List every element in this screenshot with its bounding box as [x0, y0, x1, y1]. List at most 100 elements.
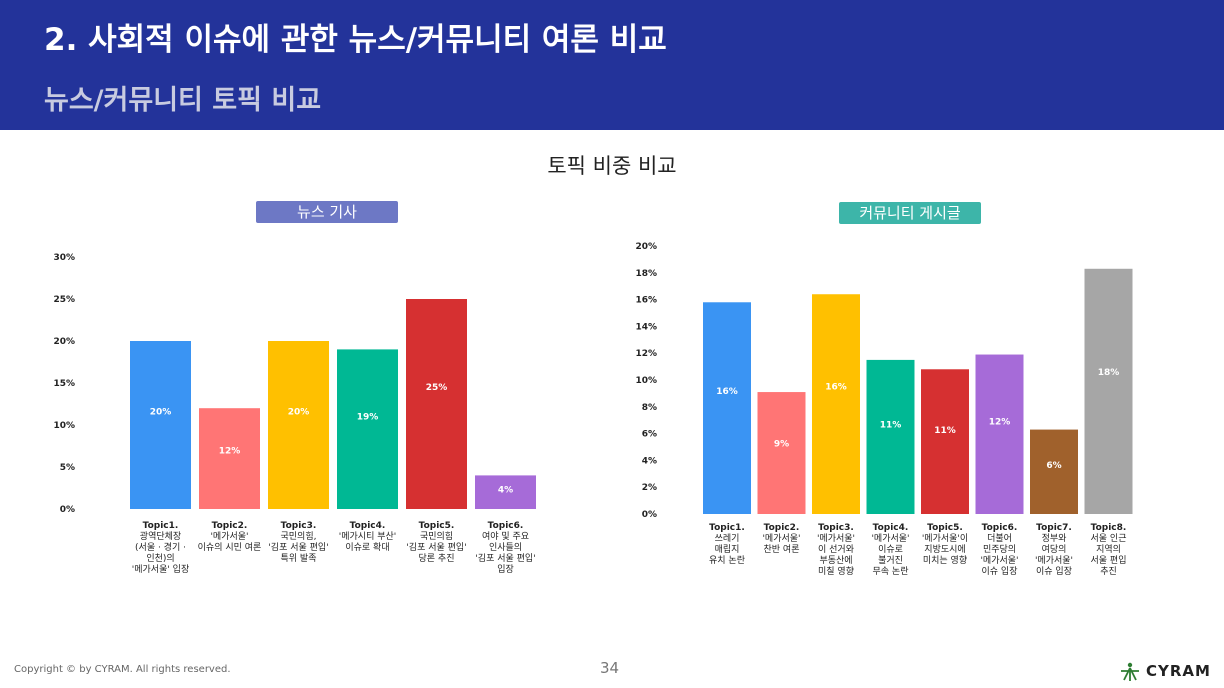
x-category-label: Topic2. '메가서울' 이슈의 시민 여론 [198, 521, 262, 553]
x-category-line: '메가서울' [871, 533, 909, 544]
bar-topic-3 [268, 341, 329, 509]
y-tick-label: 20% [635, 242, 657, 252]
news-chart-title: 뉴스 기사 [256, 201, 398, 223]
x-category-line: '메가시티 부산' [339, 531, 397, 542]
x-category-line: 여야 및 주요 [482, 530, 529, 542]
bar-value-label: 9% [774, 439, 789, 449]
bar-value-label: 11% [880, 421, 902, 431]
x-category-line: '메가서울'이 [922, 533, 968, 544]
y-tick-label: 12% [635, 349, 657, 359]
x-category-line: Topic1. [143, 521, 179, 531]
x-category-line: 이슈 입장 [982, 565, 1018, 577]
header-bar: 2. 사회적 이슈에 관한 뉴스/커뮤니티 여론 비교 뉴스/커뮤니티 토픽 비… [0, 0, 1224, 130]
bar-topic-7 [1030, 429, 1078, 514]
x-category-line: 광역단체장 [140, 530, 181, 542]
x-category-line: 이슈로 확대 [345, 541, 389, 553]
x-category-line: 서울 인근 [1091, 533, 1127, 544]
x-category-label: Topic1. 쓰레기 매립지 유치 논란 [709, 523, 745, 566]
copyright-text: Copyright © by CYRAM. All rights reserve… [14, 664, 231, 675]
x-category-line: '김포 서울 편입' [406, 541, 466, 553]
bar-value-label: 4% [498, 486, 513, 496]
x-category-line: 서울 편입 [1091, 554, 1127, 566]
x-category-line: Topic7. [1036, 523, 1072, 533]
x-category-line: Topic5. [419, 521, 455, 531]
x-category-line: Topic8. [1091, 523, 1127, 533]
bar-topic-1 [130, 341, 191, 509]
y-tick-label: 5% [60, 463, 75, 473]
bar-value-label: 25% [426, 383, 448, 393]
x-category-line: '김포 서울 편입' [475, 552, 535, 564]
x-category-line: 당론 추진 [419, 553, 455, 564]
x-category-label: Topic1. 광역단체장 (서울 · 경기 · 인천)의 '메가서울' 입장 [132, 521, 190, 575]
x-category-line: 추진 [1100, 566, 1117, 577]
x-category-line: 민주당의 [983, 544, 1016, 555]
y-tick-label: 8% [642, 403, 657, 413]
bar-value-label: 20% [150, 408, 172, 418]
x-category-line: Topic2. [212, 521, 248, 531]
x-category-line: 부동산에 [819, 555, 852, 566]
bar-topic-2 [757, 392, 806, 514]
page-title: 2. 사회적 이슈에 관한 뉴스/커뮤니티 여론 비교 [44, 22, 667, 58]
x-category-label: Topic4. '메가서울' 이슈로 불거진 무속 논란 [871, 523, 909, 577]
community-topic-chart: 0% 2% 4% 6% 8% 10% 12% 14% 16% 18% 20% 16% Topic1. 쓰레… [635, 242, 1133, 577]
bar-value-label: 12% [989, 418, 1011, 428]
x-category-line: 인사들의 [489, 542, 522, 553]
x-category-line: 쓰레기 [715, 533, 740, 544]
x-category-line: 여당의 [1042, 543, 1067, 555]
x-category-line: 국민의힘 [420, 531, 453, 542]
y-tick-label: 30% [53, 253, 75, 263]
bar-topic-4 [337, 349, 398, 509]
bar-value-label: 20% [288, 408, 310, 418]
x-category-line: 유치 논란 [709, 554, 745, 566]
cyram-logo-icon [1121, 662, 1139, 681]
bar-value-label: 12% [219, 447, 241, 457]
y-tick-label: 0% [642, 510, 657, 520]
y-tick-label: 14% [635, 322, 657, 332]
x-category-line: '메가서울' [210, 531, 248, 542]
x-category-line: Topic4. [873, 523, 909, 533]
x-category-line: 무속 논란 [873, 565, 909, 577]
x-category-line: 입장 [497, 563, 514, 575]
x-category-line: 지방도시에 [924, 544, 965, 555]
x-category-line: 더불어 [987, 533, 1012, 544]
y-tick-label: 4% [642, 456, 657, 466]
x-category-label: Topic3. 국민의힘, '김포 서울 편입' 특위 발족 [268, 521, 328, 564]
bar-topic-6 [475, 475, 536, 509]
y-tick-label: 16% [635, 296, 657, 306]
bar-value-label: 11% [934, 426, 956, 436]
y-tick-label: 10% [635, 376, 657, 386]
y-tick-label: 25% [53, 295, 75, 305]
x-category-line: 이슈로 [878, 544, 903, 555]
x-category-line: 지역의 [1096, 544, 1121, 555]
section-title: 토픽 비중 비교 [547, 154, 677, 178]
x-category-label: Topic8. 서울 인근 지역의 서울 편입 추진 [1091, 523, 1127, 577]
y-tick-label: 2% [642, 483, 657, 493]
bar-topic-4 [866, 359, 915, 514]
page-subtitle: 뉴스/커뮤니티 토픽 비교 [44, 85, 322, 116]
x-category-label: Topic5. '메가서울'이 지방도시에 미치는 영향 [922, 523, 968, 566]
bar-value-label: 16% [716, 387, 738, 397]
x-category-line: 미치는 영향 [923, 554, 967, 566]
x-category-label: Topic7. 정부와 여당의 '메가서울' 이슈 입장 [1035, 523, 1073, 577]
y-tick-label: 0% [60, 505, 75, 515]
x-category-line: '김포 서울 편입' [268, 541, 328, 553]
x-category-line: Topic6. [982, 523, 1018, 533]
x-category-line: Topic4. [350, 521, 386, 531]
y-tick-label: 10% [53, 421, 75, 431]
bar-value-label: 19% [357, 412, 379, 422]
x-category-label: Topic6. 여야 및 주요 인사들의 '김포 서울 편입' 입장 [475, 521, 535, 575]
bar-topic-6 [975, 354, 1024, 514]
bar-value-label: 18% [1098, 368, 1120, 378]
bar-topic-5 [921, 369, 969, 514]
x-category-line: Topic5. [927, 523, 963, 533]
bar-topic-5 [406, 299, 467, 509]
x-category-line: (서울 · 경기 · [135, 541, 186, 553]
x-category-line: '메가서울' 입장 [132, 563, 190, 575]
x-category-line: 국민의힘, [281, 531, 317, 542]
community-chart-title: 커뮤니티 게시글 [839, 202, 981, 224]
x-category-line: 매립지 [715, 544, 740, 555]
bar-topic-3 [812, 294, 860, 514]
x-category-line: 인천)의 [146, 553, 174, 564]
bar-value-label: 6% [1046, 461, 1061, 471]
x-category-label: Topic4. '메가시티 부산' 이슈로 확대 [339, 521, 397, 553]
